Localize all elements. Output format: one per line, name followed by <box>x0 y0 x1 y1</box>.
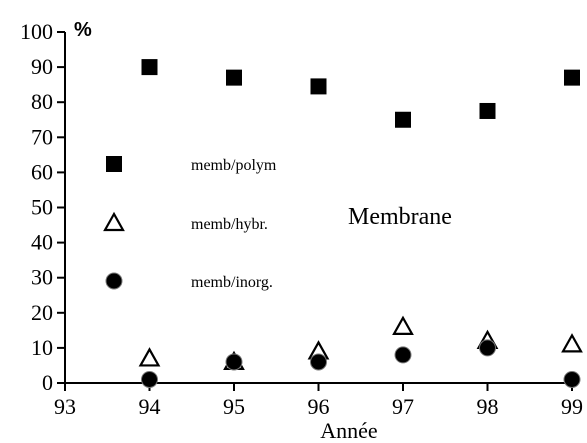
circle-data-point <box>225 353 243 371</box>
circle-data-point <box>563 370 581 388</box>
y-tick-label: 10 <box>31 335 53 360</box>
square-data-point <box>564 69 580 86</box>
square-data-point <box>226 69 242 86</box>
y-tick-label: 50 <box>31 195 53 220</box>
circle-data-point <box>394 346 412 364</box>
chart-annotation: Membrane <box>348 204 452 230</box>
square-data-point <box>395 111 411 128</box>
chart-ticks: 0 10 20 30 40 50 60 70 80 90 100 93 94 95 96 97 98 99 <box>20 19 583 419</box>
y-tick-label: 90 <box>31 54 53 79</box>
triangle-open-data-point <box>138 347 161 367</box>
circle-legend-marker <box>105 272 123 290</box>
x-tick-label: 96 <box>308 394 330 419</box>
x-tick-label: 99 <box>561 394 583 419</box>
y-tick-label: 40 <box>31 230 53 255</box>
square-legend-marker <box>106 156 122 172</box>
circle-data-point <box>310 353 327 371</box>
y-axis-unit-label: % <box>74 19 92 41</box>
square-data-point <box>479 102 496 119</box>
y-tick-label: 0 <box>42 370 53 395</box>
y-tick-label: 60 <box>31 159 53 184</box>
triangle-open-legend-marker <box>103 211 125 232</box>
series-3 <box>141 339 581 388</box>
square-data-point <box>141 59 158 76</box>
circle-data-point <box>141 370 158 388</box>
y-tick-label: 30 <box>31 265 53 290</box>
legend-label: memb/hybr. <box>191 216 268 233</box>
triangle-open-data-point <box>561 333 583 353</box>
legend-label: memb/polym <box>191 157 277 174</box>
legend-label: memb/inorg. <box>191 274 273 291</box>
square-data-point <box>310 78 327 95</box>
x-tick-label: 98 <box>477 394 499 419</box>
chart-legend: memb/polym memb/hybr. memb/inorg. <box>103 156 277 291</box>
triangle-open-data-point <box>392 315 414 335</box>
series-1 <box>141 59 580 128</box>
y-tick-label: 70 <box>31 124 53 149</box>
x-tick-label: 93 <box>54 394 76 419</box>
y-tick-label: 100 <box>20 19 53 44</box>
y-tick-label: 80 <box>31 89 53 114</box>
series-2 <box>138 315 583 371</box>
y-tick-label: 20 <box>31 300 53 325</box>
x-tick-label: 95 <box>223 394 245 419</box>
x-tick-label: 97 <box>392 394 414 419</box>
circle-data-point <box>479 339 496 357</box>
x-axis-title: Année <box>320 418 377 443</box>
chart-series <box>138 59 583 388</box>
x-tick-label: 94 <box>139 394 161 419</box>
